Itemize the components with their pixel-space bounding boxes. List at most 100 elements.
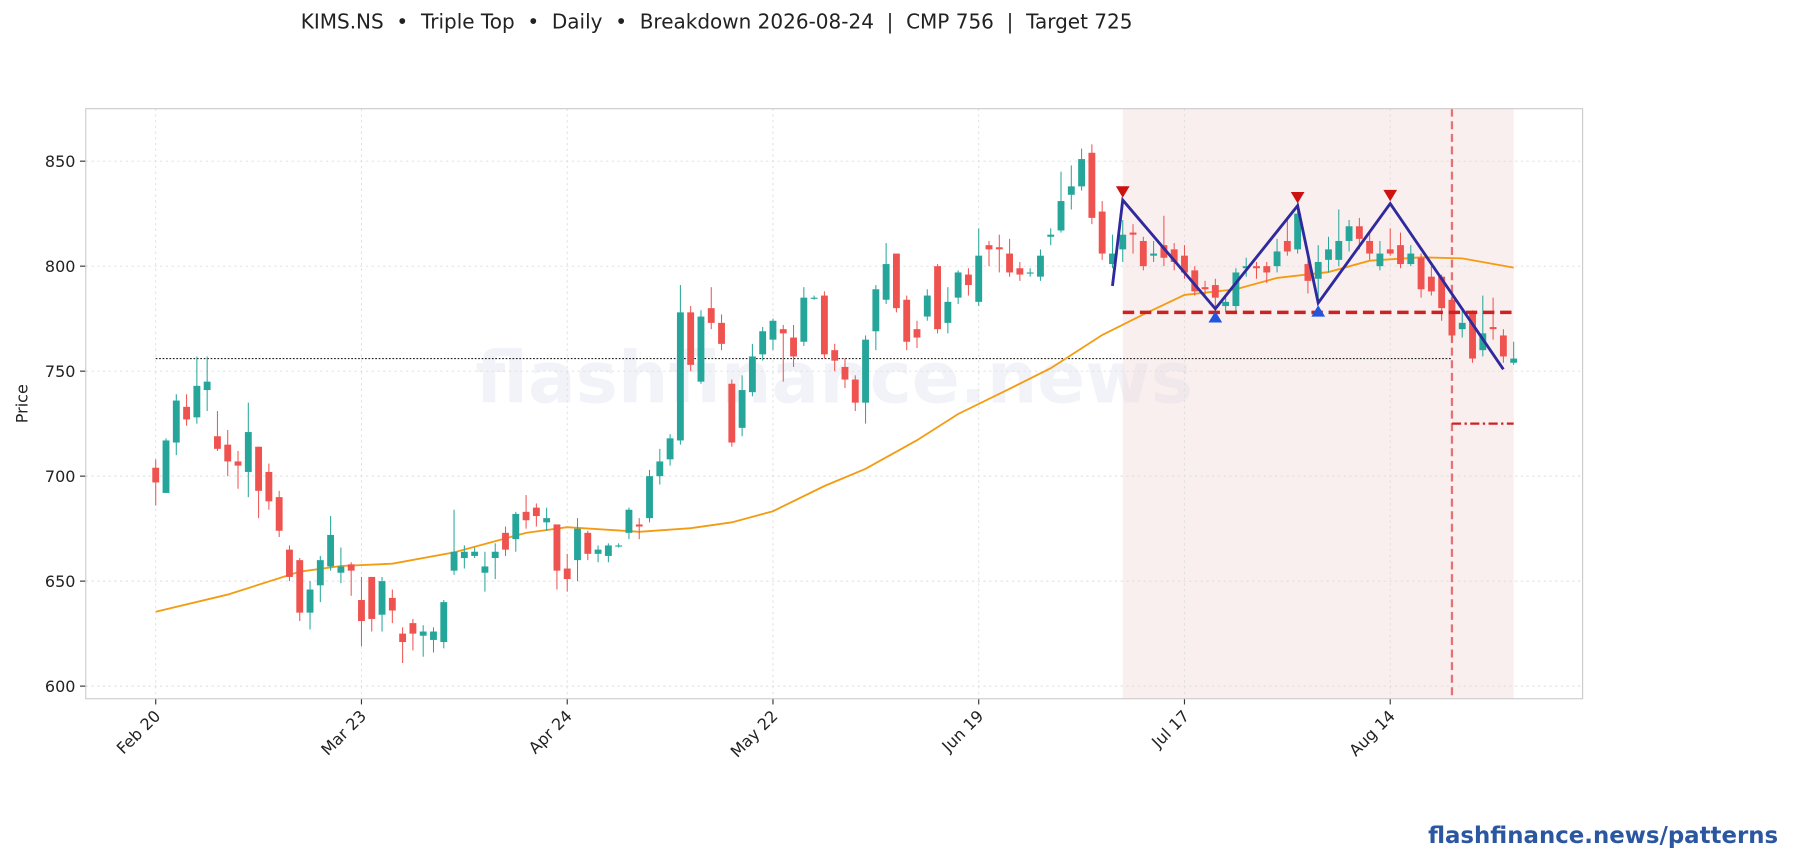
candle [296, 558, 304, 622]
candle-body [532, 507, 540, 517]
candle [532, 503, 540, 527]
candle-body [1222, 301, 1230, 307]
candle [882, 243, 890, 304]
candle [1129, 224, 1137, 254]
candle-body [522, 511, 530, 521]
candle-body [944, 301, 952, 323]
candle-body [1119, 234, 1127, 250]
candle-body [625, 509, 633, 533]
candle [460, 545, 468, 569]
candle-body [152, 467, 160, 483]
candle-body [224, 444, 232, 462]
candle-body [1448, 299, 1456, 336]
candle-body [604, 545, 612, 556]
candle [306, 581, 314, 630]
candle [286, 545, 293, 582]
candle [214, 411, 221, 451]
candle-body [1458, 322, 1466, 330]
candle [666, 434, 674, 466]
candle-body [1479, 333, 1487, 351]
peak-marker [1383, 189, 1398, 202]
candle [316, 555, 324, 603]
candle-body [440, 602, 448, 643]
candle [1201, 280, 1209, 296]
peak-marker [1290, 191, 1305, 204]
candle-body [1088, 152, 1096, 218]
candle [676, 285, 684, 445]
candle-body [728, 383, 736, 443]
trough-marker [1311, 305, 1326, 317]
candle [975, 228, 983, 307]
candle [543, 507, 551, 531]
candle [738, 375, 746, 437]
candle-body [872, 289, 880, 332]
candle-body [1283, 240, 1291, 252]
candle-body [1242, 266, 1250, 269]
candle [1067, 165, 1075, 210]
candle [934, 264, 941, 334]
candle [707, 287, 715, 330]
candle-body [409, 623, 417, 634]
candle [748, 343, 756, 397]
candle [388, 589, 396, 624]
candle [841, 358, 849, 388]
candle-body [1366, 240, 1374, 254]
candle [1458, 310, 1466, 338]
candle [1078, 148, 1086, 191]
candle-body [1304, 264, 1312, 281]
candle [378, 576, 386, 632]
candle [944, 287, 952, 334]
candle [1304, 257, 1312, 294]
moving-average [155, 256, 1514, 613]
candle [1047, 228, 1055, 246]
candle-body [1181, 255, 1188, 273]
candle-body [923, 295, 931, 317]
candle-body [1489, 327, 1497, 330]
candle [903, 295, 911, 351]
candle-body [255, 446, 263, 491]
candle-body [183, 406, 191, 420]
candle [831, 343, 839, 372]
candle-body [337, 566, 345, 573]
candle-body [985, 245, 993, 250]
candle-body [399, 633, 407, 643]
candle [440, 600, 448, 649]
candle-body [820, 295, 828, 355]
candle [1242, 257, 1250, 277]
candle [152, 459, 160, 506]
pattern-zigzag [1111, 196, 1505, 371]
candle-body [460, 551, 468, 559]
footer: flashfinance.news/patterns [1428, 823, 1778, 849]
candle [718, 314, 725, 351]
candle [327, 516, 335, 571]
candle-body [1026, 272, 1034, 274]
candle [522, 495, 530, 529]
candle [430, 627, 437, 653]
candle [1160, 215, 1168, 267]
candle [419, 625, 427, 657]
candle-body [214, 436, 221, 449]
candle [1109, 234, 1116, 269]
candle-body [1469, 312, 1476, 359]
candle-body [800, 297, 808, 342]
candle-body [718, 322, 725, 344]
candle-body [1109, 253, 1116, 265]
candle-body [1211, 285, 1219, 298]
candle [1273, 238, 1281, 273]
candle-body [584, 532, 592, 554]
candle [687, 306, 695, 372]
candle-body [553, 524, 561, 571]
candle [512, 511, 520, 552]
candle-body [358, 600, 365, 622]
candle-body [759, 331, 767, 355]
candle-body [635, 524, 643, 527]
candle [1139, 236, 1147, 271]
candle-body [193, 385, 201, 418]
candle [1417, 253, 1425, 298]
candle-body [1273, 251, 1281, 267]
candle [481, 551, 489, 592]
candle-body [1376, 253, 1384, 267]
candle-body [1438, 276, 1446, 309]
candle [265, 463, 273, 510]
